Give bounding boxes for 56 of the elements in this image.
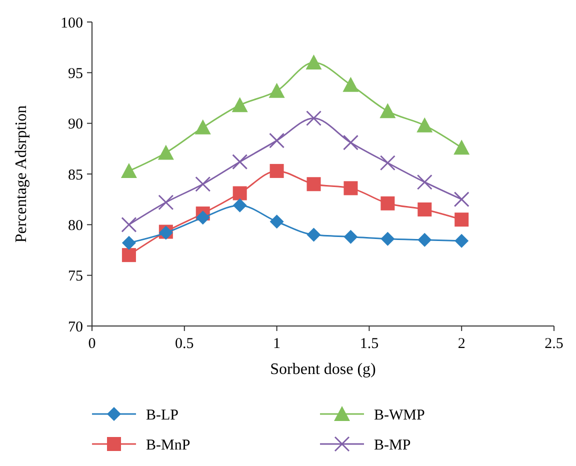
- point: [120, 162, 137, 178]
- point: [344, 230, 358, 244]
- point: [380, 103, 396, 118]
- point: [269, 132, 285, 148]
- point: [454, 234, 469, 248]
- point: [158, 144, 174, 160]
- legend-label: B-MnP: [146, 437, 190, 454]
- point: [418, 232, 432, 247]
- x-axis-title: Sorbent dose (g): [270, 361, 376, 378]
- legend-label: B-MP: [374, 437, 411, 454]
- point: [158, 194, 174, 210]
- point: [416, 174, 432, 190]
- point: [232, 198, 247, 212]
- point: [232, 154, 248, 170]
- point: [232, 97, 248, 112]
- x-tick-label: 1: [273, 336, 281, 352]
- y-tick-label: 85: [68, 167, 83, 184]
- point: [122, 236, 136, 250]
- point: [416, 117, 433, 132]
- point: [121, 216, 137, 232]
- y-tick-label: 80: [68, 218, 83, 234]
- y-tick-label: 90: [68, 116, 83, 133]
- point: [344, 181, 358, 196]
- point: [196, 210, 210, 225]
- point: [268, 82, 285, 98]
- point: [270, 164, 284, 178]
- point: [306, 177, 321, 192]
- point: [306, 110, 322, 126]
- y-tick-label: 70: [68, 319, 83, 336]
- x-tick-label: 1.5: [360, 336, 379, 352]
- legend-label: B-WMP: [374, 407, 425, 424]
- point: [270, 214, 284, 229]
- point: [232, 186, 247, 200]
- x-tick-label: 0: [88, 336, 96, 352]
- x-tick-label: 2.5: [544, 336, 564, 352]
- point: [454, 140, 470, 155]
- point: [380, 232, 395, 246]
- point: [380, 196, 395, 210]
- point: [380, 155, 396, 171]
- y-axis-title: Percentage Adsrption: [13, 105, 30, 243]
- point: [454, 192, 470, 208]
- y-tick-label: 100: [60, 15, 83, 32]
- x-tick-label: 2: [458, 336, 466, 352]
- point: [194, 119, 211, 134]
- legend-label: B-LP: [146, 407, 179, 424]
- point: [195, 176, 211, 192]
- point: [342, 134, 358, 150]
- point: [306, 54, 322, 70]
- point: [418, 202, 432, 216]
- point: [342, 76, 359, 92]
- y-tick-label: 75: [68, 268, 83, 285]
- point: [454, 212, 469, 227]
- point: [306, 228, 321, 242]
- point: [122, 248, 136, 262]
- x-tick-label: 0.5: [175, 336, 194, 352]
- y-tick-label: 95: [68, 66, 83, 82]
